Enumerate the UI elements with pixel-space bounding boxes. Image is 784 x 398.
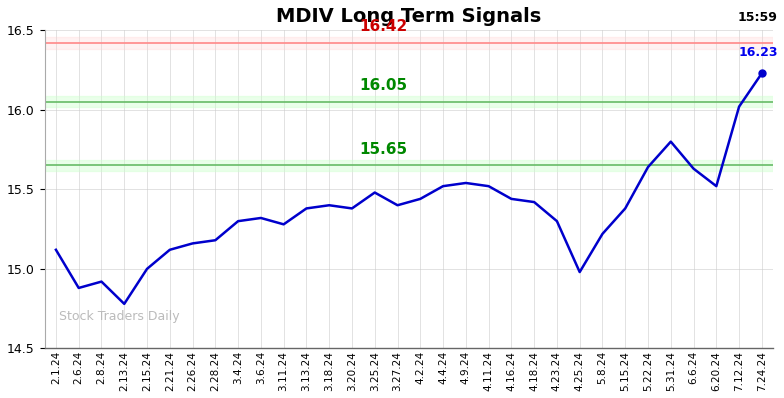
Text: 16.42: 16.42 <box>360 19 408 34</box>
Text: 15.65: 15.65 <box>360 142 408 157</box>
Text: 15:59: 15:59 <box>738 11 778 24</box>
Title: MDIV Long Term Signals: MDIV Long Term Signals <box>276 7 542 26</box>
Bar <box>45 96 773 107</box>
Bar <box>45 37 773 49</box>
Text: Stock Traders Daily: Stock Traders Daily <box>59 310 180 323</box>
Bar <box>45 160 773 171</box>
Text: 16.05: 16.05 <box>360 78 408 93</box>
Text: 16.23: 16.23 <box>739 46 778 59</box>
